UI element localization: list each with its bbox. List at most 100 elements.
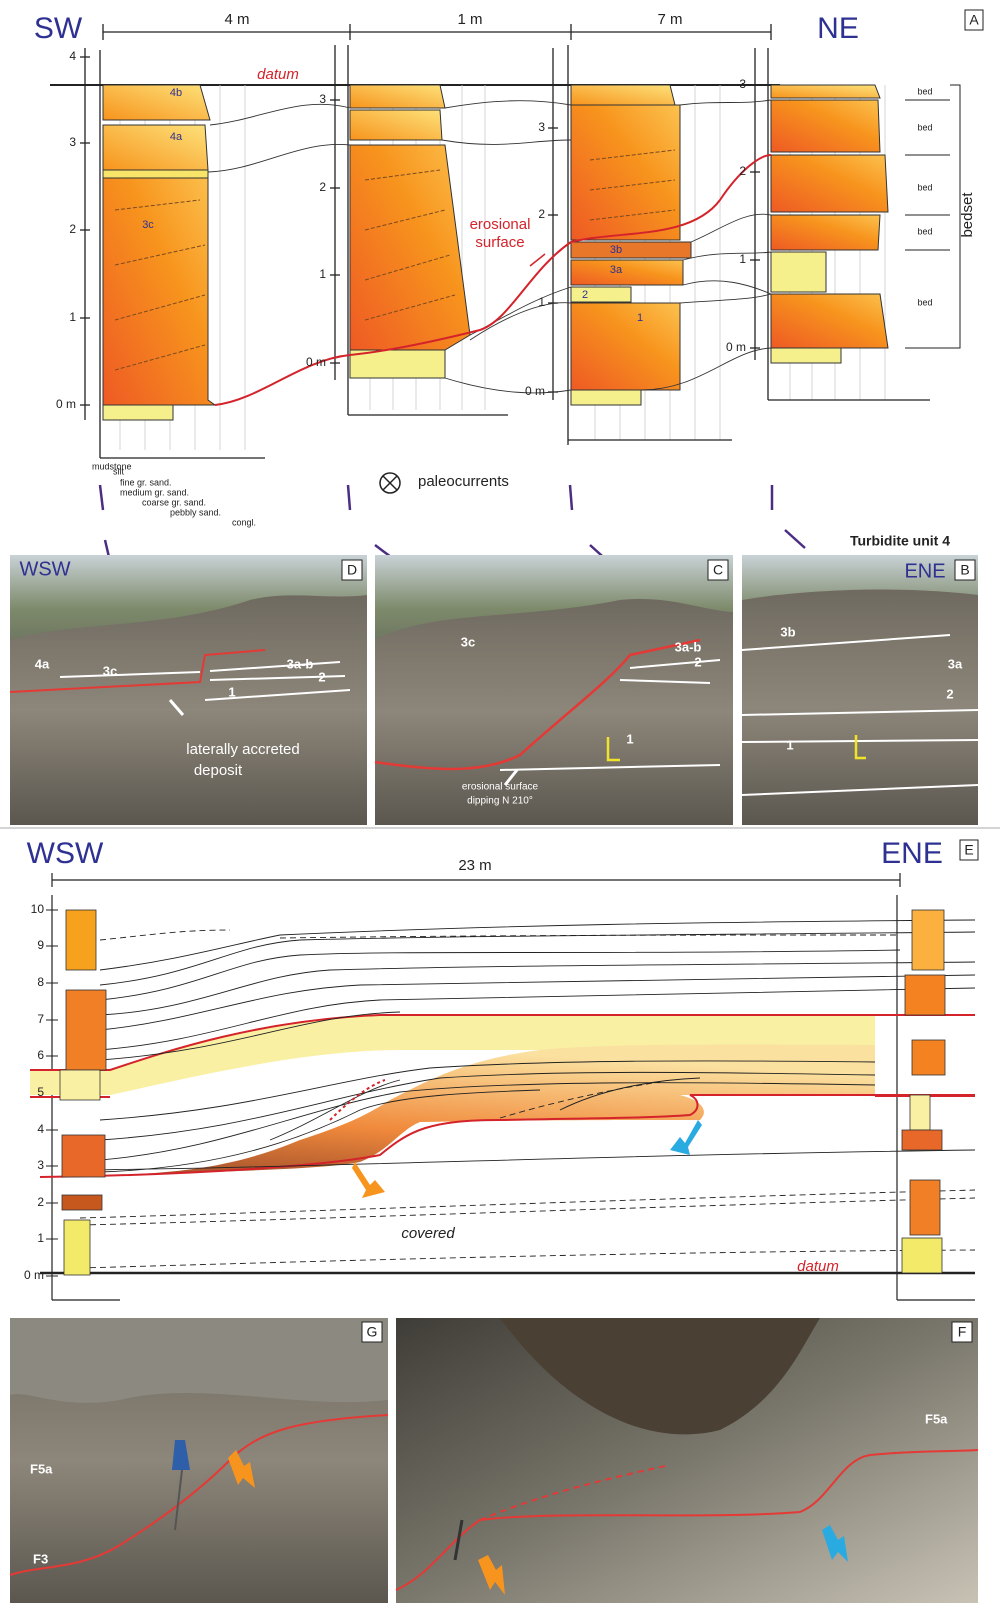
panel-a-path [530,254,545,266]
label: D [347,562,357,578]
panel-a-g-path [350,85,445,108]
columns-ticks: 0 m [726,340,746,354]
label: F [958,1324,967,1340]
panel-a-g-path [680,294,771,303]
page: Stratigraphic panels body { margin: 0; b… [0,0,1000,1603]
panel-e-g-rect [912,1040,945,1075]
columns-beds: 4a [170,131,183,143]
covered: covered [401,1225,455,1242]
distances: 4 m [224,11,249,28]
panel-e-g-rect [64,1220,90,1275]
panel-e-g-path [80,1190,975,1218]
ticks: 9 [37,938,44,952]
columns-ticks: 1 [739,252,746,266]
grain-sizes: pebbly sand. [170,507,221,517]
ticks: 7 [37,1012,44,1026]
grain-sizes: congl. [232,517,256,527]
body: SWNEA4 m1 m7 mdatum43210 m3210 m3210 m32… [0,0,1000,1603]
panel-a-g-path [680,100,771,105]
label: E [964,842,973,858]
panel-a-g-path [208,144,350,172]
panel-a-g-path [350,110,442,140]
units: 3a-b [675,639,702,654]
panel-a-g-path [771,155,888,212]
panel-a-path [215,155,771,405]
units: 3b [780,624,795,639]
units: 3a-b [287,656,314,671]
units: 4a [35,656,50,671]
units: F5a [30,1461,53,1476]
panel-a-g-path [103,85,210,120]
panel-a-g-path [771,215,880,250]
ticks: 2 [37,1195,44,1209]
units: 2 [946,686,953,701]
caption: laterally accreted [186,741,299,758]
panel-a-g-path [103,125,208,170]
columns-ticks: 2 [69,222,76,236]
caption: erosional surface [462,782,539,793]
ticks: 0 m [24,1268,44,1282]
units: 2 [318,669,325,684]
panel-a-g-path [683,252,771,260]
columns-ticks: 2 [739,164,746,178]
panel-e-g-rect [66,910,96,970]
left-direction: WSW [27,837,104,870]
panel-a-g-rect [771,252,826,292]
panel-a-g-path [771,85,880,98]
datum: datum [257,66,299,83]
panel-a-g-path [571,105,680,240]
panel-e-g-rect [60,1070,100,1100]
panel-a-g [120,85,885,450]
erosional-surface: erosional [470,216,531,233]
panel-e-g [902,910,945,1273]
panel-a-g-rect [103,405,173,420]
units: 3c [461,634,475,649]
bed-column-beds: bed [917,297,932,307]
right-direction: NE [817,12,859,45]
bed-column-beds: bed [917,122,932,132]
panel-e-g-rect [62,1135,105,1177]
columns-ticks: 3 [69,135,76,149]
columns-ticks: 0 m [306,355,326,369]
caption: deposit [194,762,243,779]
left-direction: SW [34,12,83,45]
photos-gf-path [10,1318,388,1403]
ticks: 10 [31,902,45,916]
right-direction: ENE [881,837,943,870]
ticks: 6 [37,1048,44,1062]
columns-beds: 2 [582,289,588,301]
panel-a-g-path [785,530,805,548]
units: 3c [103,663,117,678]
paleocurrents: paleocurrents [418,473,509,490]
columns-ticks: 2 [538,207,545,221]
units: 1 [228,684,235,699]
panel-a-g-path [691,214,771,242]
panel-a-g-rect [571,260,683,285]
panel-e-g-rect [62,1195,102,1210]
label: B [960,562,969,578]
datum: datum [797,1258,839,1275]
panel-a-g-rect [571,287,631,302]
panel-e-g-rect [902,1238,942,1273]
grain-sizes: medium gr. sand. [120,487,189,497]
panel-a-g-path [445,378,571,393]
panel-a-g-rect [771,348,841,363]
columns-ticks: 0 m [56,397,76,411]
erosional-surface: surface [475,234,524,251]
units: F5a [925,1411,948,1426]
columns-ticks: 0 m [525,384,545,398]
panel-e-g-path [80,1250,975,1268]
columns-ticks: 3 [319,92,326,106]
panel-e-g-path [80,1198,975,1225]
distance: 23 m [458,857,491,874]
panel-e-g-rect [912,910,944,970]
panel-a-g-rect [103,170,208,178]
figure: SWNEA4 m1 m7 mdatum43210 m3210 m3210 m32… [0,0,1000,1603]
photos-gf [10,1318,978,1603]
panel-e-g-rect [66,990,106,1070]
columns-ticks: 3 [739,77,746,91]
columns-ticks: 3 [538,120,545,134]
bed-column-beds: bed [917,226,932,236]
panel-a-g-path [100,485,103,510]
columns-beds: 3b [610,244,622,256]
